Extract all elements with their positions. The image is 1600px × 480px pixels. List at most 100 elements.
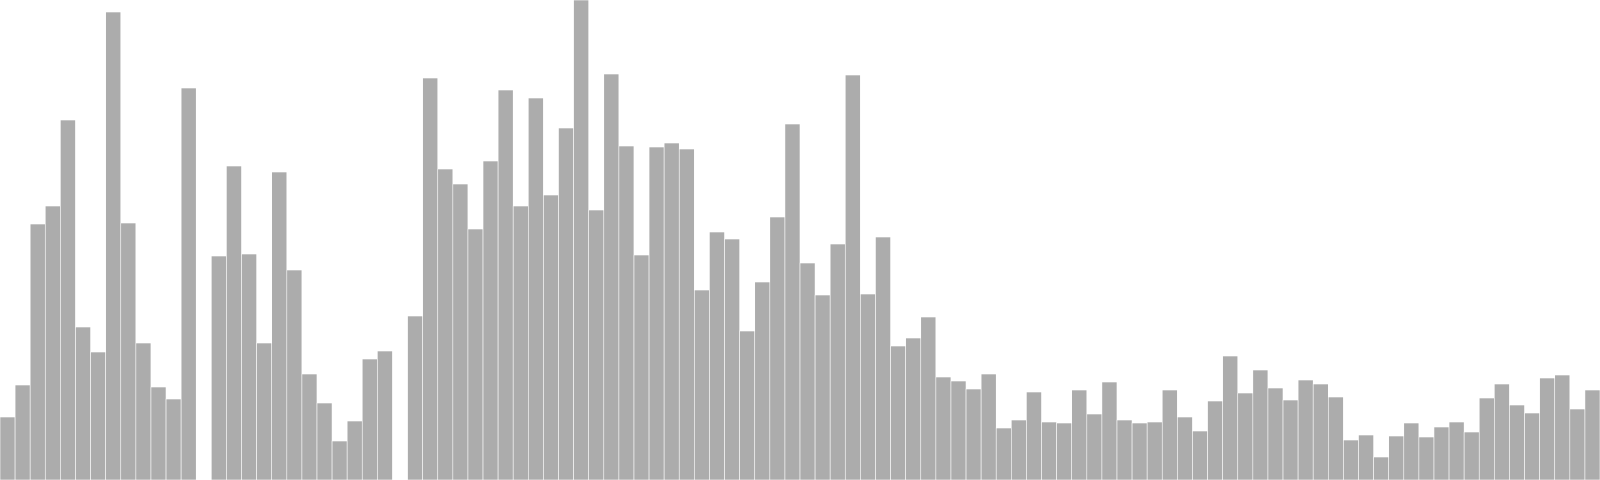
bar-36 [543, 194, 559, 480]
bar-42 [633, 254, 650, 480]
bar-56 [844, 74, 861, 480]
bar-63 [950, 380, 967, 480]
bar-87 [1312, 383, 1329, 480]
bar-48 [724, 238, 740, 480]
bar-46 [694, 289, 710, 480]
bar-37 [558, 127, 574, 480]
bar-74 [1116, 419, 1133, 480]
bar-22 [331, 440, 348, 480]
bar-28 [422, 77, 439, 480]
bar-45 [678, 148, 695, 480]
bar-17 [256, 342, 272, 480]
bar-59 [890, 345, 906, 480]
bar-83 [1252, 369, 1269, 480]
bar-11 [165, 398, 182, 480]
bar-62 [935, 376, 952, 480]
bar-89 [1343, 439, 1359, 480]
bar-88 [1328, 396, 1344, 480]
bar-104 [1569, 408, 1586, 480]
bar-102 [1539, 377, 1556, 480]
bar-70 [1056, 422, 1072, 480]
bar-6 [90, 351, 106, 480]
bar-40 [603, 73, 620, 480]
bar-53 [799, 262, 816, 480]
bar-86 [1297, 379, 1314, 480]
bar-66 [995, 427, 1012, 480]
bar-4 [60, 119, 76, 480]
bar-97 [1463, 431, 1480, 480]
bar-50 [754, 281, 771, 480]
bar-76 [1146, 421, 1163, 480]
bar-14 [211, 255, 227, 480]
bar-98 [1478, 397, 1495, 480]
bar-67 [1011, 419, 1027, 480]
bar-75 [1131, 422, 1148, 480]
bar-95 [1433, 426, 1450, 480]
bar-79 [1192, 430, 1208, 480]
bar-16 [241, 253, 257, 480]
bar-105 [1584, 389, 1600, 480]
bar-33 [497, 89, 514, 480]
bar-57 [860, 293, 876, 480]
bar-1 [14, 384, 31, 480]
bar-32 [482, 160, 499, 480]
bar-47 [709, 231, 725, 480]
bar-27 [407, 315, 423, 480]
bar-80 [1207, 400, 1223, 480]
bar-93 [1403, 422, 1420, 480]
bar-10 [150, 386, 167, 480]
bar-99 [1494, 383, 1510, 480]
bar-94 [1418, 436, 1435, 480]
bar-19 [286, 269, 303, 480]
bar-73 [1101, 381, 1118, 480]
bar-52 [784, 123, 801, 480]
bar-78 [1177, 416, 1193, 480]
bar-18 [271, 171, 288, 480]
bar-7 [105, 11, 122, 480]
bar-35 [527, 97, 544, 480]
bar-34 [512, 205, 529, 480]
bar-91 [1373, 456, 1389, 480]
bar-51 [769, 216, 786, 480]
bar-65 [980, 373, 997, 480]
bar-103 [1554, 374, 1571, 480]
bar-2 [29, 223, 46, 480]
bar-12 [180, 87, 197, 480]
bar-64 [965, 388, 982, 480]
bar-96 [1448, 421, 1465, 480]
bar-29 [437, 168, 454, 480]
bar-71 [1071, 389, 1088, 480]
bar-69 [1041, 421, 1057, 480]
bar-38 [573, 0, 589, 480]
bar-55 [829, 243, 846, 480]
bar-9 [135, 342, 152, 480]
bar-82 [1237, 392, 1254, 480]
bar-101 [1524, 412, 1540, 480]
bar-23 [346, 420, 363, 480]
bar-21 [316, 402, 333, 480]
bar-43 [648, 146, 665, 480]
bar-15 [226, 165, 242, 480]
bar-92 [1388, 435, 1405, 480]
bar-39 [588, 209, 605, 480]
bar-5 [75, 326, 91, 480]
bar-72 [1086, 413, 1103, 480]
bar-20 [301, 373, 318, 480]
bar-31 [467, 228, 484, 480]
bar-30 [452, 183, 469, 480]
bar-8 [120, 222, 137, 480]
bar-60 [905, 337, 922, 480]
bar-68 [1026, 391, 1042, 480]
bar-85 [1282, 399, 1299, 480]
bar-100 [1509, 404, 1525, 480]
bar-41 [618, 145, 635, 480]
bar-58 [875, 236, 891, 480]
bar-61 [920, 316, 937, 480]
bar-0 [0, 416, 16, 480]
bar-54 [814, 294, 831, 480]
bar-44 [663, 142, 680, 480]
bar-24 [361, 358, 378, 480]
bar-3 [44, 205, 61, 480]
